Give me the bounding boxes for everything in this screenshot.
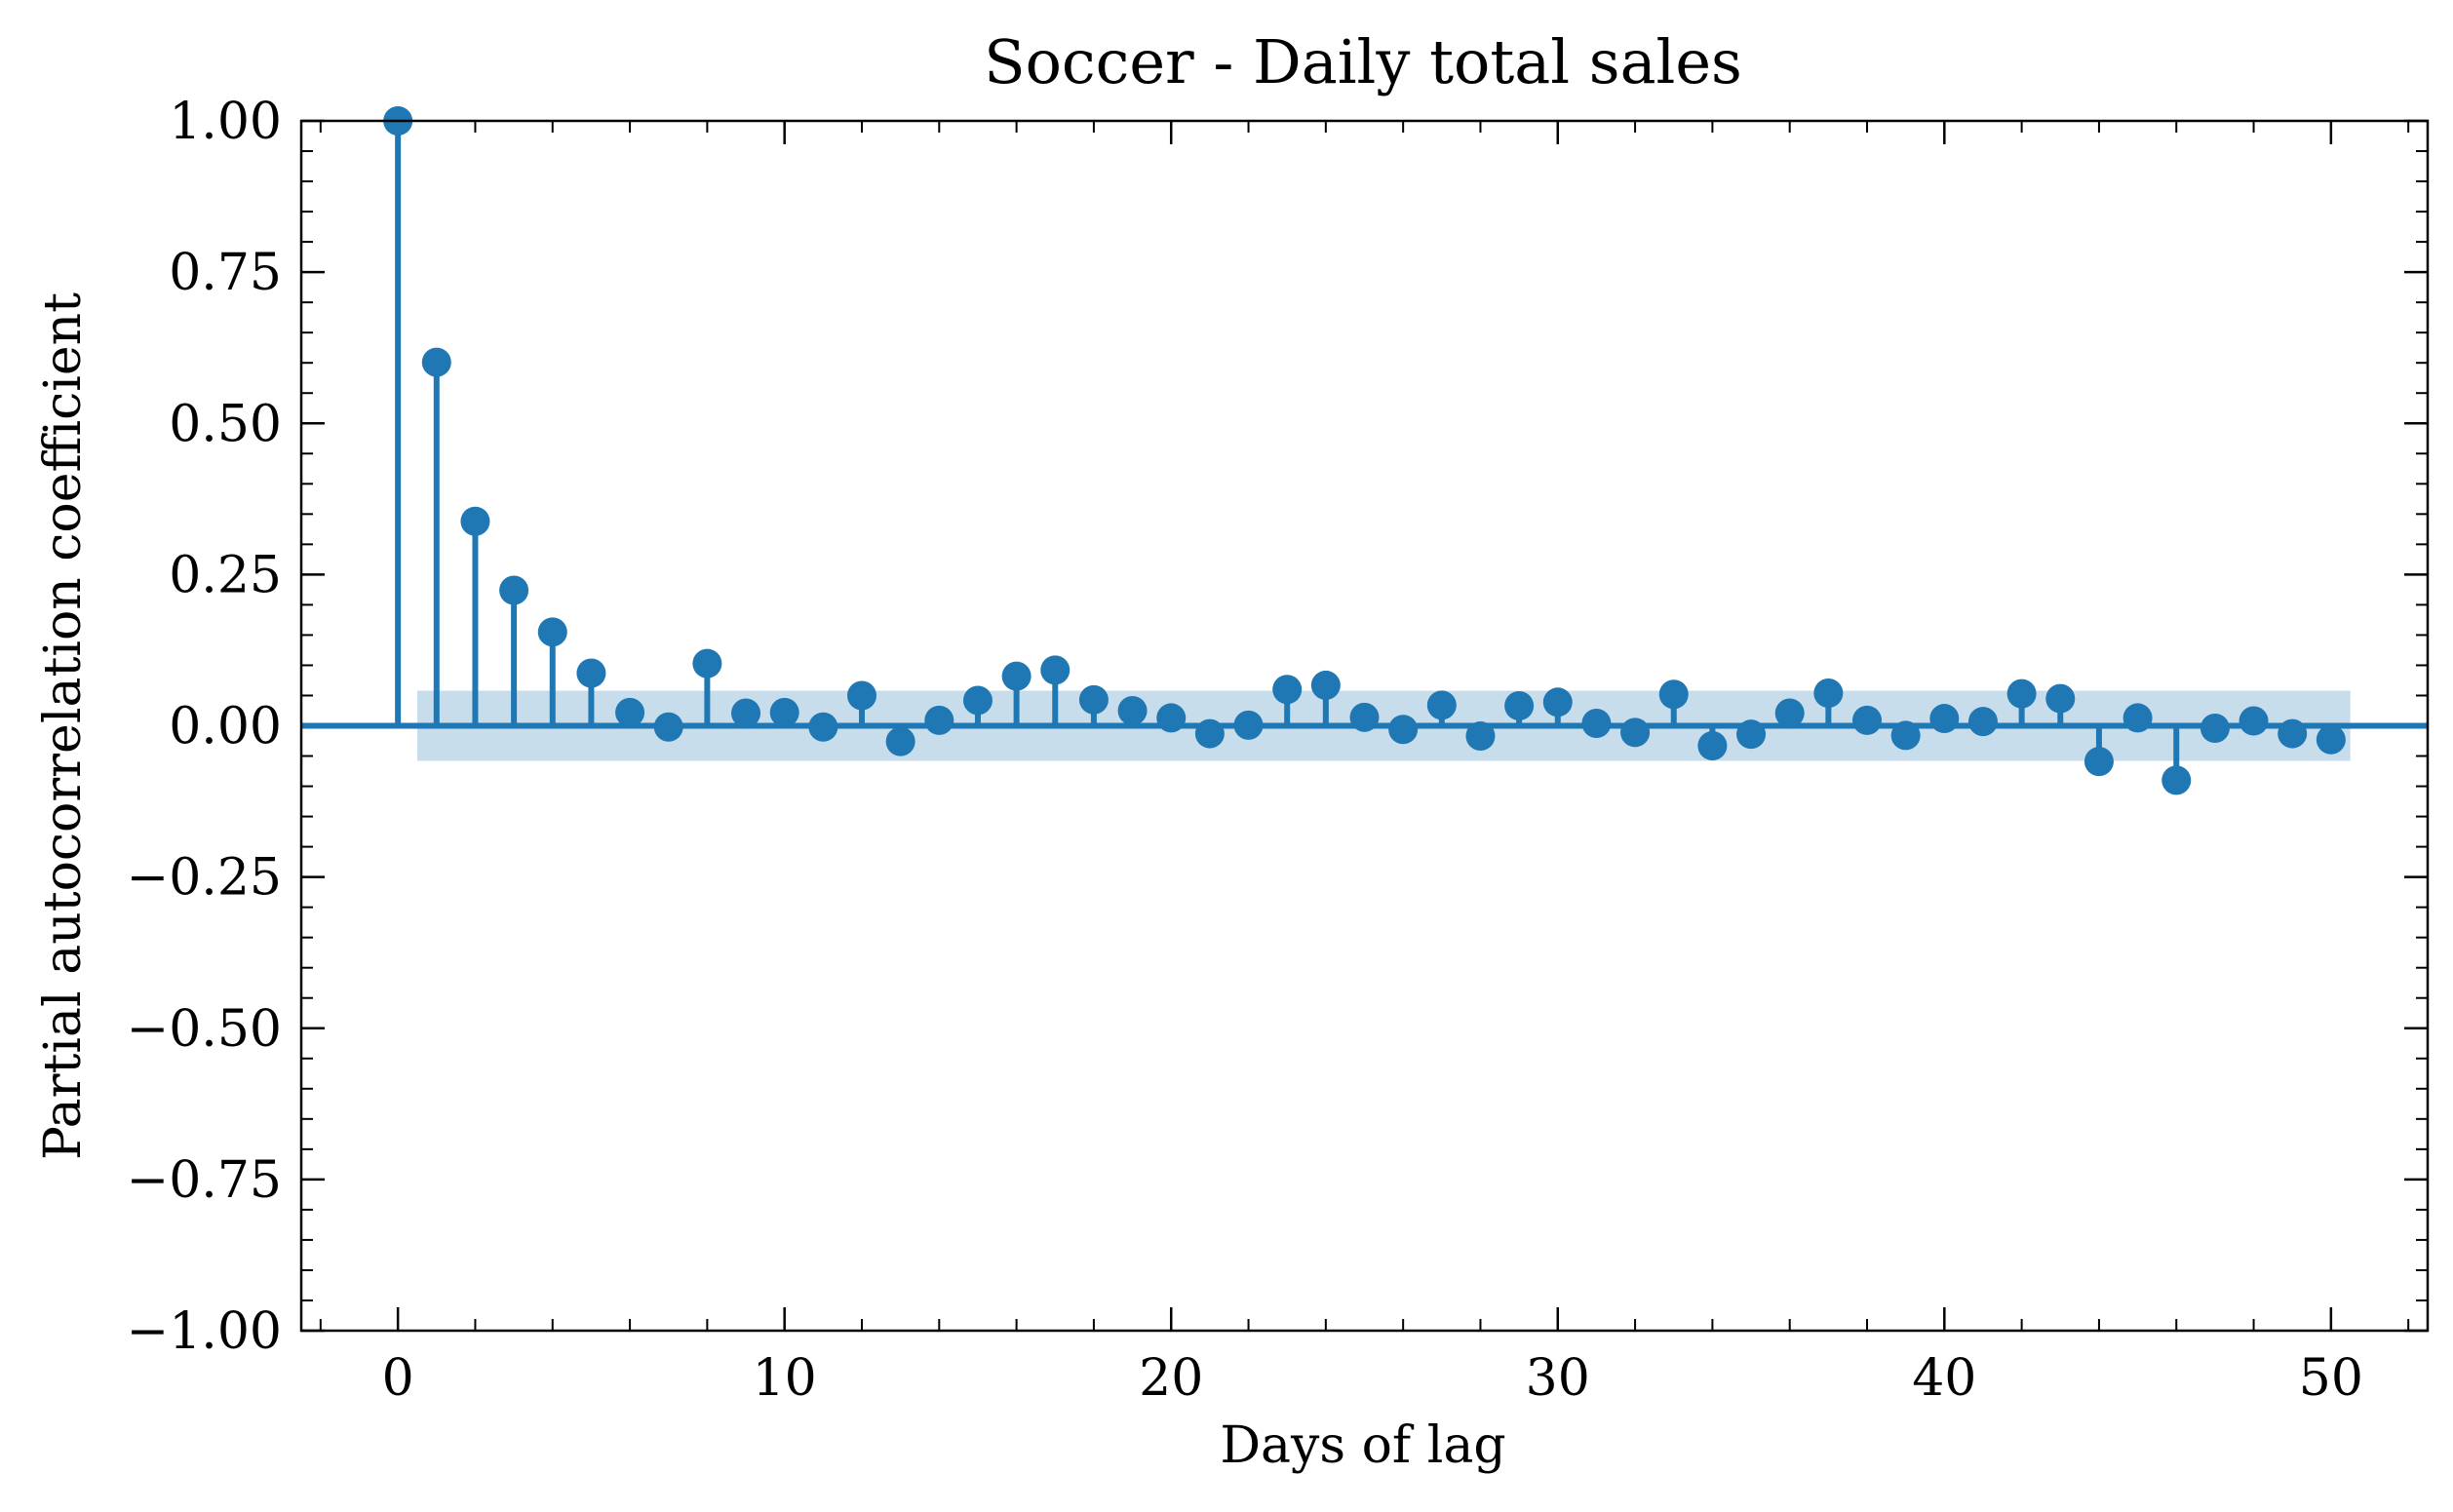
data-stems: [395, 121, 2334, 781]
pacf-marker: [1929, 704, 1960, 734]
pacf-marker: [962, 685, 993, 716]
pacf-marker: [576, 658, 606, 688]
pacf-marker: [1426, 690, 1457, 720]
axis-tick-labels: 0 10 20 30 40 50 −1.00 −0.75 −0.50 −0.25 0.00 0.25 0…: [127, 93, 2363, 1408]
pacf-marker: [537, 617, 567, 647]
y-axis-label: Partial autocorrelation coefficient: [34, 292, 93, 1160]
y-tick-label: 0.00: [169, 698, 282, 756]
pacf-marker: [1001, 661, 1032, 691]
pacf-marker: [924, 705, 954, 735]
y-tick-label: −0.25: [127, 849, 282, 908]
pacf-marker: [1349, 702, 1380, 732]
y-tick-label: −0.50: [127, 1000, 282, 1059]
pacf-marker: [1658, 679, 1689, 710]
pacf-marker: [421, 347, 451, 377]
pacf-marker: [2006, 678, 2037, 709]
pacf-marker: [692, 648, 722, 678]
pacf-marker: [499, 575, 529, 605]
y-tick-label: 1.00: [169, 93, 282, 151]
pacf-marker: [2161, 765, 2192, 795]
pacf-marker: [1117, 695, 1148, 725]
pacf-marker: [885, 726, 915, 756]
pacf-marker: [615, 697, 645, 727]
x-tick-label: 40: [1912, 1349, 1976, 1408]
pacf-marker: [1194, 718, 1225, 749]
y-tick-label: −0.75: [127, 1151, 282, 1210]
pacf-marker: [1156, 703, 1187, 733]
pacf-marker: [769, 697, 799, 727]
pacf-marker: [1388, 715, 1419, 745]
pacf-marker: [1813, 678, 1844, 708]
plot-frame: [299, 119, 2430, 1333]
pacf-marker: [1233, 710, 1264, 740]
pacf-marker: [1736, 719, 1767, 750]
pacf-marker: [1581, 709, 1612, 739]
x-tick-label: 10: [753, 1349, 817, 1408]
pacf-marker: [1310, 670, 1341, 700]
chart-title: Soccer - Daily total sales: [984, 26, 1742, 97]
x-axis-label: Days of lag: [1220, 1416, 1505, 1475]
pacf-marker: [1774, 698, 1805, 728]
pacf-marker: [1967, 707, 1998, 737]
pacf-marker: [1040, 655, 1071, 685]
x-tick-label: 0: [382, 1349, 414, 1408]
pacf-marker: [2278, 718, 2308, 749]
pacf-marker: [1504, 691, 1535, 721]
pacf-marker: [846, 680, 876, 711]
pacf-marker: [1465, 721, 1496, 752]
y-tick-label: 0.75: [169, 244, 282, 302]
pacf-marker: [653, 712, 683, 742]
x-tick-label: 50: [2299, 1349, 2363, 1408]
pacf-marker: [2083, 747, 2114, 777]
pacf-marker: [1620, 717, 1651, 748]
pacf-marker: [808, 712, 838, 742]
pacf-marker: [2316, 724, 2346, 755]
pacf-marker: [1542, 687, 1573, 717]
x-tick-label: 20: [1139, 1349, 1203, 1408]
pacf-marker: [731, 698, 761, 728]
y-tick-label: 0.25: [169, 546, 282, 604]
pacf-marker: [1852, 705, 1883, 735]
pacf-marker: [1890, 720, 1921, 751]
pacf-marker: [1078, 684, 1109, 715]
y-tick-label: 0.50: [169, 395, 282, 453]
pacf-marker: [1272, 675, 1303, 705]
pacf-marker: [460, 506, 490, 536]
pacf-marker: [2122, 703, 2153, 733]
pacf-marker: [2200, 713, 2230, 743]
data-markers: [383, 106, 2346, 795]
x-tick-label: 30: [1526, 1349, 1590, 1408]
pacf-marker: [2239, 706, 2269, 736]
y-tick-label: −1.00: [127, 1302, 282, 1361]
pacf-marker: [2045, 683, 2076, 714]
pacf-marker: [1697, 730, 1728, 760]
